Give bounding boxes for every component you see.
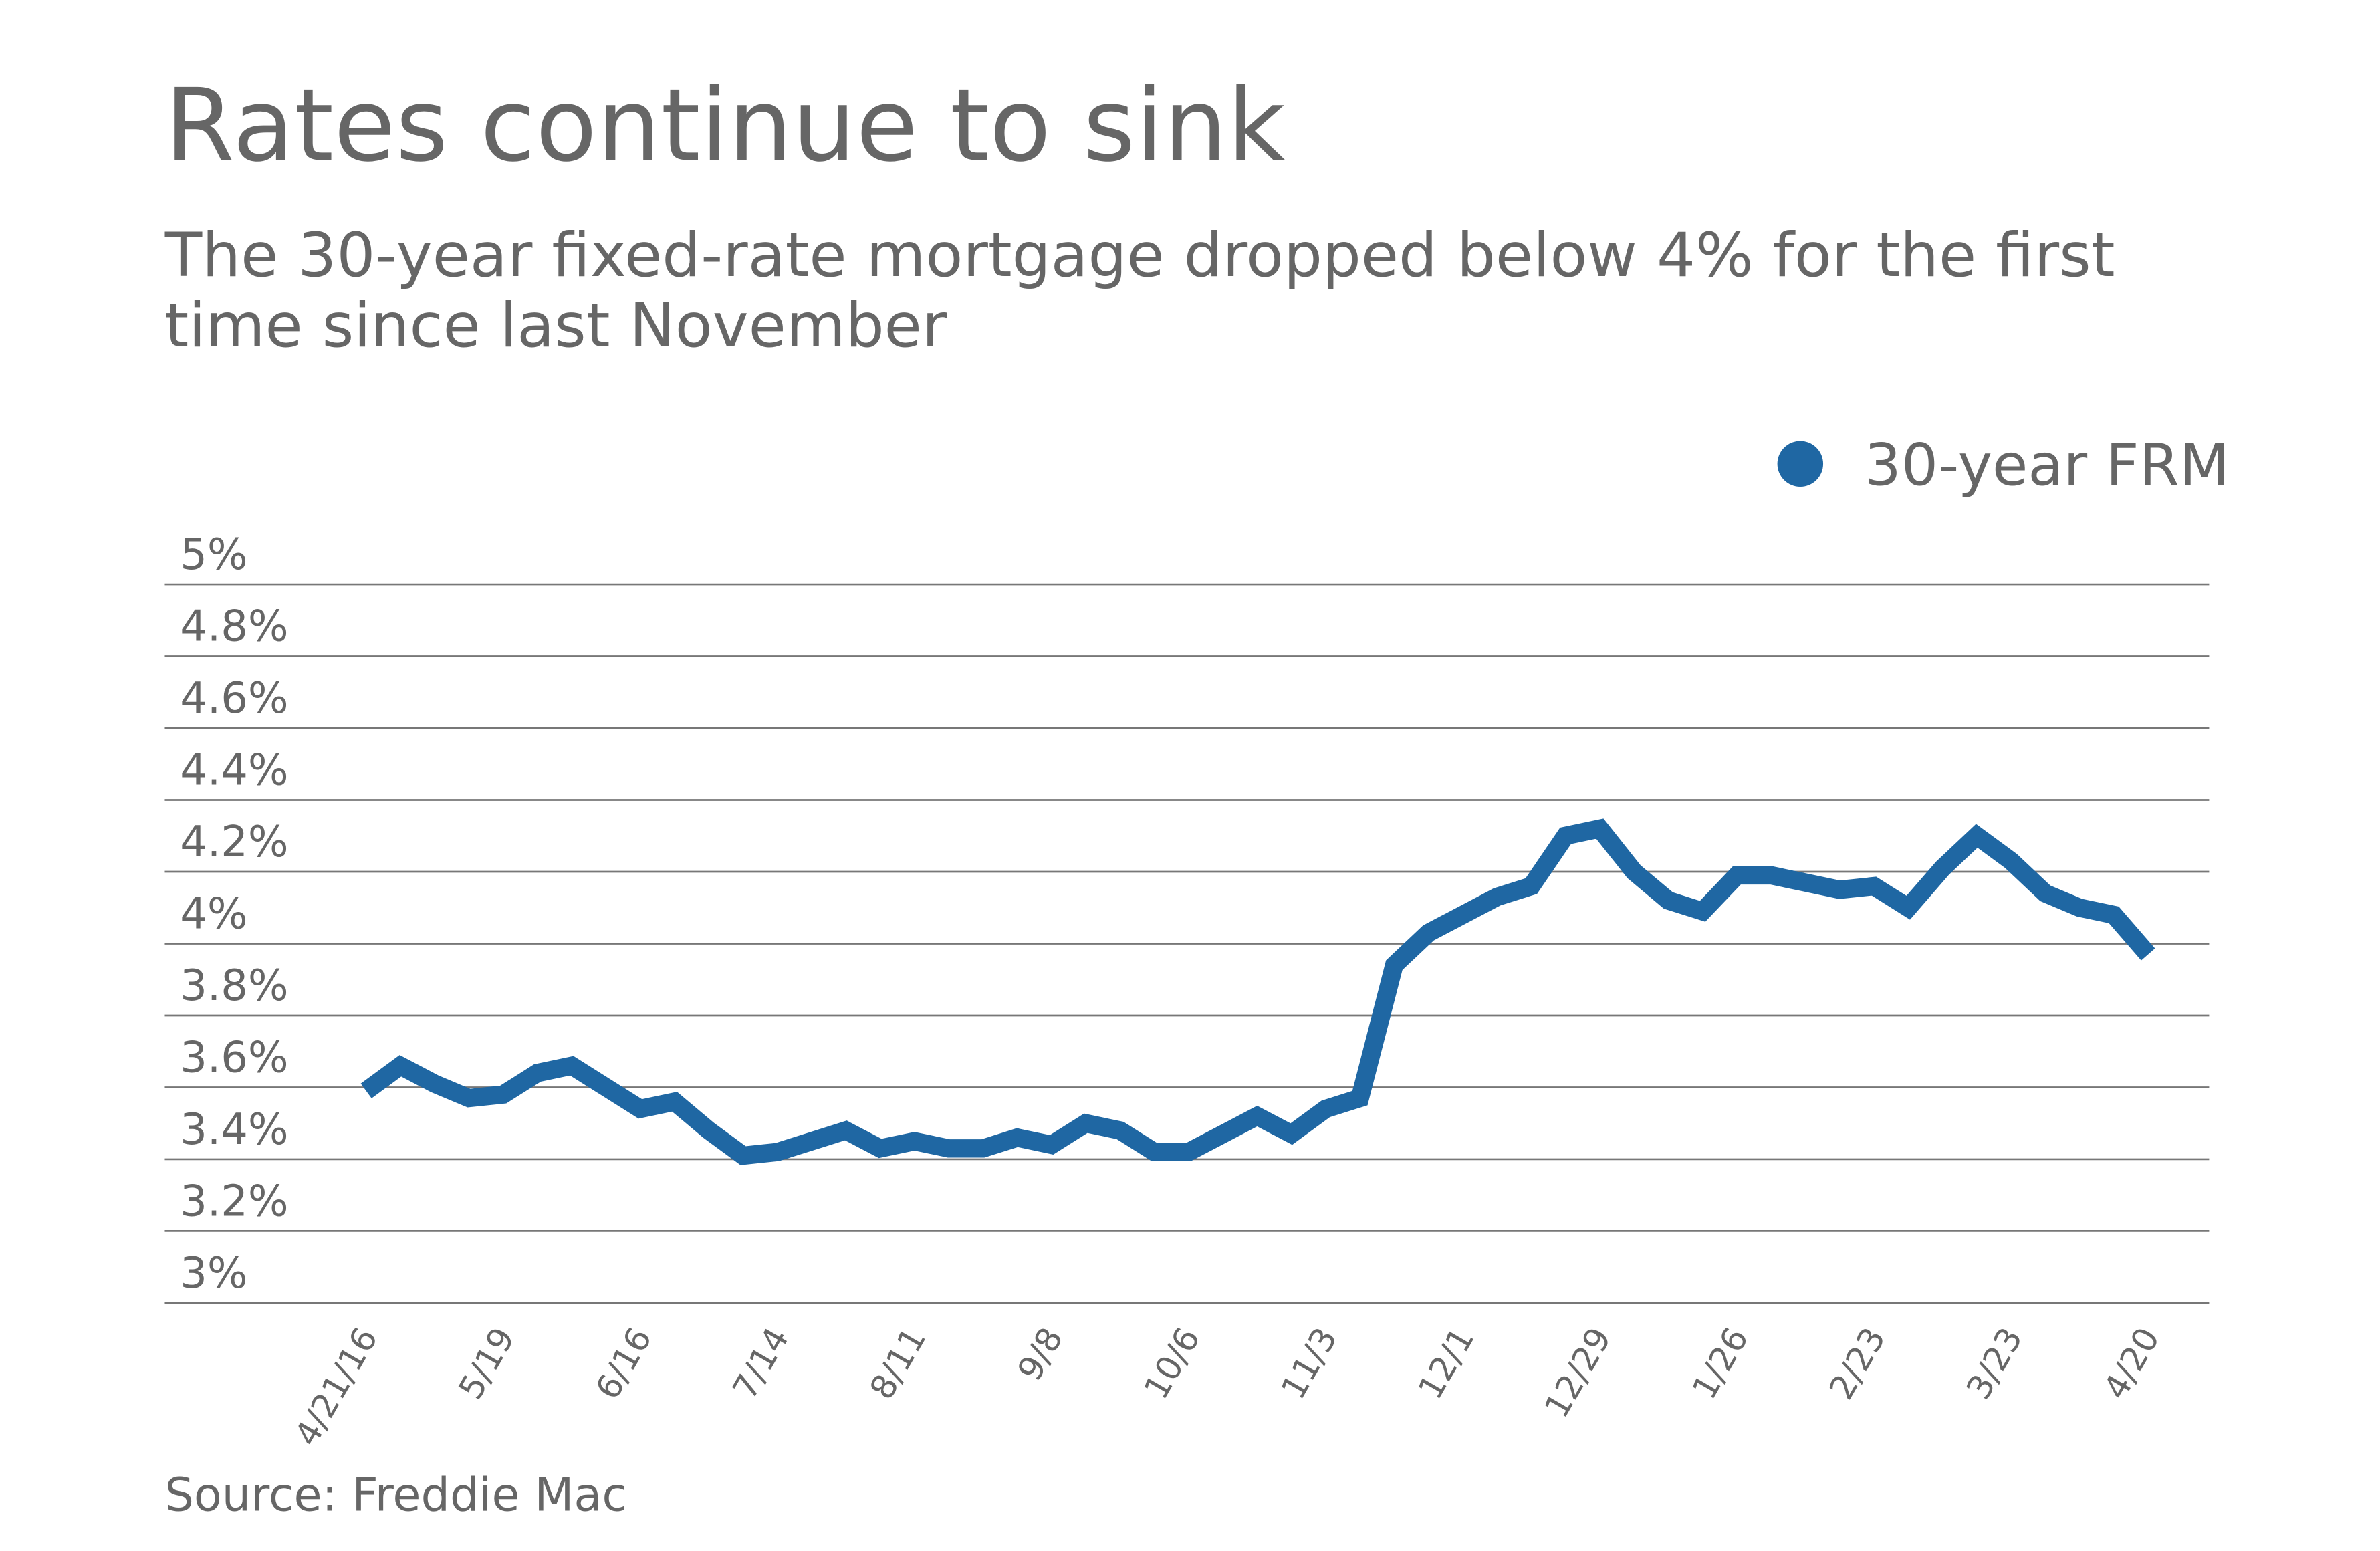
y-tick-label: 4.6% [180, 674, 288, 723]
x-tick-label: 10/6 [1136, 1321, 1207, 1406]
x-tick-label: 4/21/16 [287, 1321, 386, 1453]
chart-title: Rates continue to sink [164, 67, 1286, 185]
legend-marker [1777, 441, 1824, 487]
x-tick-label: 9/8 [1009, 1321, 1070, 1387]
y-tick-label: 4.2% [180, 818, 288, 867]
y-tick-label: 4.8% [180, 602, 288, 652]
y-tick-label: 3.4% [180, 1105, 288, 1155]
x-tick-label: 2/23 [1821, 1321, 1893, 1406]
series-line [360, 818, 2155, 1165]
chart-subtitle: The 30-year fixed-rate mortgage dropped … [164, 221, 2115, 362]
x-tick-label: 11/3 [1273, 1321, 1344, 1406]
x-tick-label: 12/29 [1536, 1321, 1619, 1425]
x-tick-label: 7/14 [725, 1321, 796, 1406]
x-tick-label: 5/19 [451, 1321, 522, 1406]
source: Source: Freddie Mac [164, 1468, 627, 1522]
legend-label: 30-year FRM [1865, 433, 2230, 499]
y-tick-label: 3.2% [180, 1177, 288, 1227]
x-tick-label: 4/20 [2095, 1321, 2167, 1406]
x-tick-label: 8/11 [862, 1321, 933, 1406]
y-tick-label: 3% [180, 1249, 247, 1298]
y-tick-label: 3.8% [180, 961, 288, 1011]
y-tick-label: 3.6% [180, 1034, 288, 1083]
x-tick-label: 12/1 [1410, 1321, 1481, 1406]
x-tick-label: 6/16 [588, 1321, 659, 1406]
x-tick-label: 1/26 [1684, 1321, 1756, 1406]
y-tick-label: 4.4% [180, 746, 288, 796]
y-tick-label: 4% [180, 890, 247, 939]
x-tick-label: 3/23 [1958, 1321, 2030, 1406]
subtitle-box: The 30-year fixed-rate mortgage dropped … [164, 221, 2115, 362]
y-tick-label: 5% [180, 530, 247, 580]
